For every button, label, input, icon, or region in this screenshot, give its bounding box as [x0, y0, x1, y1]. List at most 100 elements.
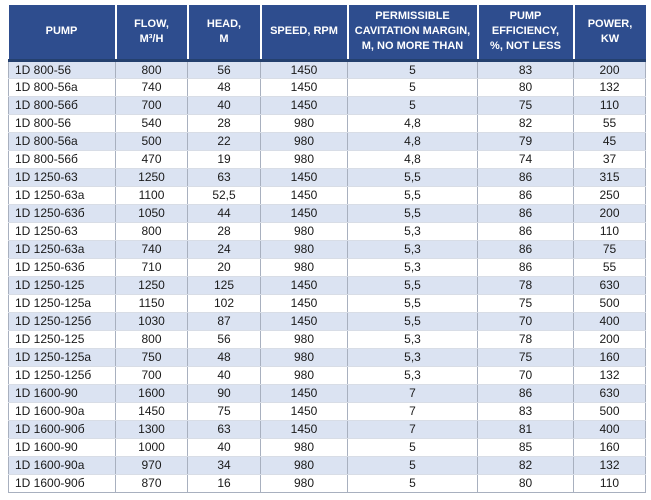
value-cell: 980 — [260, 114, 348, 133]
value-cell: 1450 — [260, 276, 348, 295]
value-cell: 80 — [477, 474, 574, 493]
table-row: 1D 800-56 800 56 1450 5 83 200 — [8, 60, 646, 79]
value-cell: 5 — [347, 60, 478, 79]
value-cell: 28 — [187, 222, 261, 241]
table-row: 1D 1250-125б 1030 87 1450 5,5 70 400 — [8, 312, 646, 331]
value-cell: 86 — [477, 168, 574, 187]
value-cell: 7 — [347, 384, 478, 403]
value-cell: 630 — [573, 276, 646, 295]
value-cell: 5,3 — [347, 258, 478, 277]
pump-name-cell: 1D 1600-90б — [8, 420, 116, 439]
value-cell: 1300 — [115, 420, 188, 439]
value-cell: 400 — [573, 312, 646, 331]
value-cell: 470 — [115, 150, 188, 169]
value-cell: 160 — [573, 348, 646, 367]
header-row: PUMP FLOW, M³/H HEAD, M SPEED, RPM PERMI… — [8, 5, 646, 62]
value-cell: 1450 — [260, 60, 348, 79]
value-cell: 1450 — [260, 204, 348, 223]
column-header-power: POWER, KW — [573, 5, 646, 62]
table-row: 1D 800-56a 740 48 1450 5 80 132 — [8, 78, 646, 97]
value-cell: 980 — [260, 150, 348, 169]
value-cell: 1000 — [115, 438, 188, 457]
value-cell: 630 — [573, 384, 646, 403]
value-cell: 1450 — [260, 168, 348, 187]
value-cell: 86 — [477, 258, 574, 277]
value-cell: 500 — [573, 294, 646, 313]
value-cell: 1450 — [260, 312, 348, 331]
value-cell: 315 — [573, 168, 646, 187]
value-cell: 1250 — [115, 168, 188, 187]
table-row: 1D 1250-63б 710 20 980 5,3 86 55 — [8, 258, 646, 277]
value-cell: 132 — [573, 78, 646, 97]
pump-name-cell: 1D 1250-125б — [8, 312, 116, 331]
column-header-flow: FLOW, M³/H — [115, 5, 189, 62]
value-cell: 132 — [573, 456, 646, 475]
value-cell: 7 — [347, 420, 478, 439]
value-cell: 980 — [260, 240, 348, 259]
value-cell: 1250 — [115, 276, 188, 295]
value-cell: 44 — [187, 204, 261, 223]
value-cell: 800 — [115, 60, 188, 79]
value-cell: 1030 — [115, 312, 188, 331]
pump-name-cell: 1D 1250-125 — [8, 330, 116, 349]
value-cell: 980 — [260, 366, 348, 385]
column-header-speed: SPEED, RPM — [260, 5, 349, 62]
value-cell: 5 — [347, 474, 478, 493]
value-cell: 750 — [115, 348, 188, 367]
value-cell: 75 — [477, 348, 574, 367]
value-cell: 63 — [187, 168, 261, 187]
pump-name-cell: 1D 1250-125a — [8, 348, 116, 367]
pump-name-cell: 1D 1600-90a — [8, 402, 116, 421]
value-cell: 5,3 — [347, 222, 478, 241]
value-cell: 70 — [477, 312, 574, 331]
table-row: 1D 1600-90 1600 90 1450 7 86 630 — [8, 384, 646, 403]
value-cell: 740 — [115, 78, 188, 97]
value-cell: 40 — [187, 366, 261, 385]
value-cell: 500 — [115, 132, 188, 151]
table-body: 1D 800-56 800 56 1450 5 83 200 1D 800-56a 740 48 1… — [8, 60, 646, 493]
table-row: 1D 1600-90б 870 16 980 5 80 110 — [8, 474, 646, 493]
value-cell: 110 — [573, 222, 646, 241]
value-cell: 74 — [477, 150, 574, 169]
value-cell: 22 — [187, 132, 261, 151]
value-cell: 980 — [260, 258, 348, 277]
value-cell: 75 — [573, 240, 646, 259]
value-cell: 500 — [573, 402, 646, 421]
table-row: 1D 1600-90 1000 40 980 5 85 160 — [8, 438, 646, 457]
value-cell: 56 — [187, 330, 261, 349]
table-row: 1D 1250-125a 750 48 980 5,3 75 160 — [8, 348, 646, 367]
pump-name-cell: 1D 1250-63б — [8, 204, 116, 223]
value-cell: 75 — [187, 402, 261, 421]
column-header-head: HEAD, M — [187, 5, 262, 62]
table-row: 1D 1250-63 1250 63 1450 5,5 86 315 — [8, 168, 646, 187]
column-header-cavitation-margin: PERMISSIBLE CAVITATION MARGIN, M, NO MOR… — [347, 5, 479, 62]
pump-name-cell: 1D 1250-63б — [8, 258, 116, 277]
pump-name-cell: 1D 1250-125б — [8, 366, 116, 385]
table-row: 1D 1250-125a 1150 102 1450 5,5 75 500 — [8, 294, 646, 313]
value-cell: 5 — [347, 96, 478, 115]
value-cell: 5 — [347, 456, 478, 475]
value-cell: 5,5 — [347, 168, 478, 187]
value-cell: 1450 — [260, 78, 348, 97]
value-cell: 28 — [187, 114, 261, 133]
column-header-pump: PUMP — [8, 5, 117, 62]
pump-name-cell: 1D 800-56 — [8, 60, 116, 79]
value-cell: 20 — [187, 258, 261, 277]
pump-name-cell: 1D 1250-63 — [8, 168, 116, 187]
value-cell: 200 — [573, 330, 646, 349]
value-cell: 1450 — [115, 402, 188, 421]
value-cell: 75 — [477, 96, 574, 115]
value-cell: 79 — [477, 132, 574, 151]
value-cell: 90 — [187, 384, 261, 403]
value-cell: 40 — [187, 96, 261, 115]
value-cell: 5,5 — [347, 276, 478, 295]
value-cell: 78 — [477, 276, 574, 295]
pump-name-cell: 1D 1250-63a — [8, 240, 116, 259]
table-row: 1D 1250-63a 1100 52,5 1450 5,5 86 250 — [8, 186, 646, 205]
value-cell: 81 — [477, 420, 574, 439]
table-row: 1D 1250-125 1250 125 1450 5,5 78 630 — [8, 276, 646, 295]
value-cell: 700 — [115, 96, 188, 115]
value-cell: 125 — [187, 276, 261, 295]
pump-name-cell: 1D 1250-63a — [8, 186, 116, 205]
